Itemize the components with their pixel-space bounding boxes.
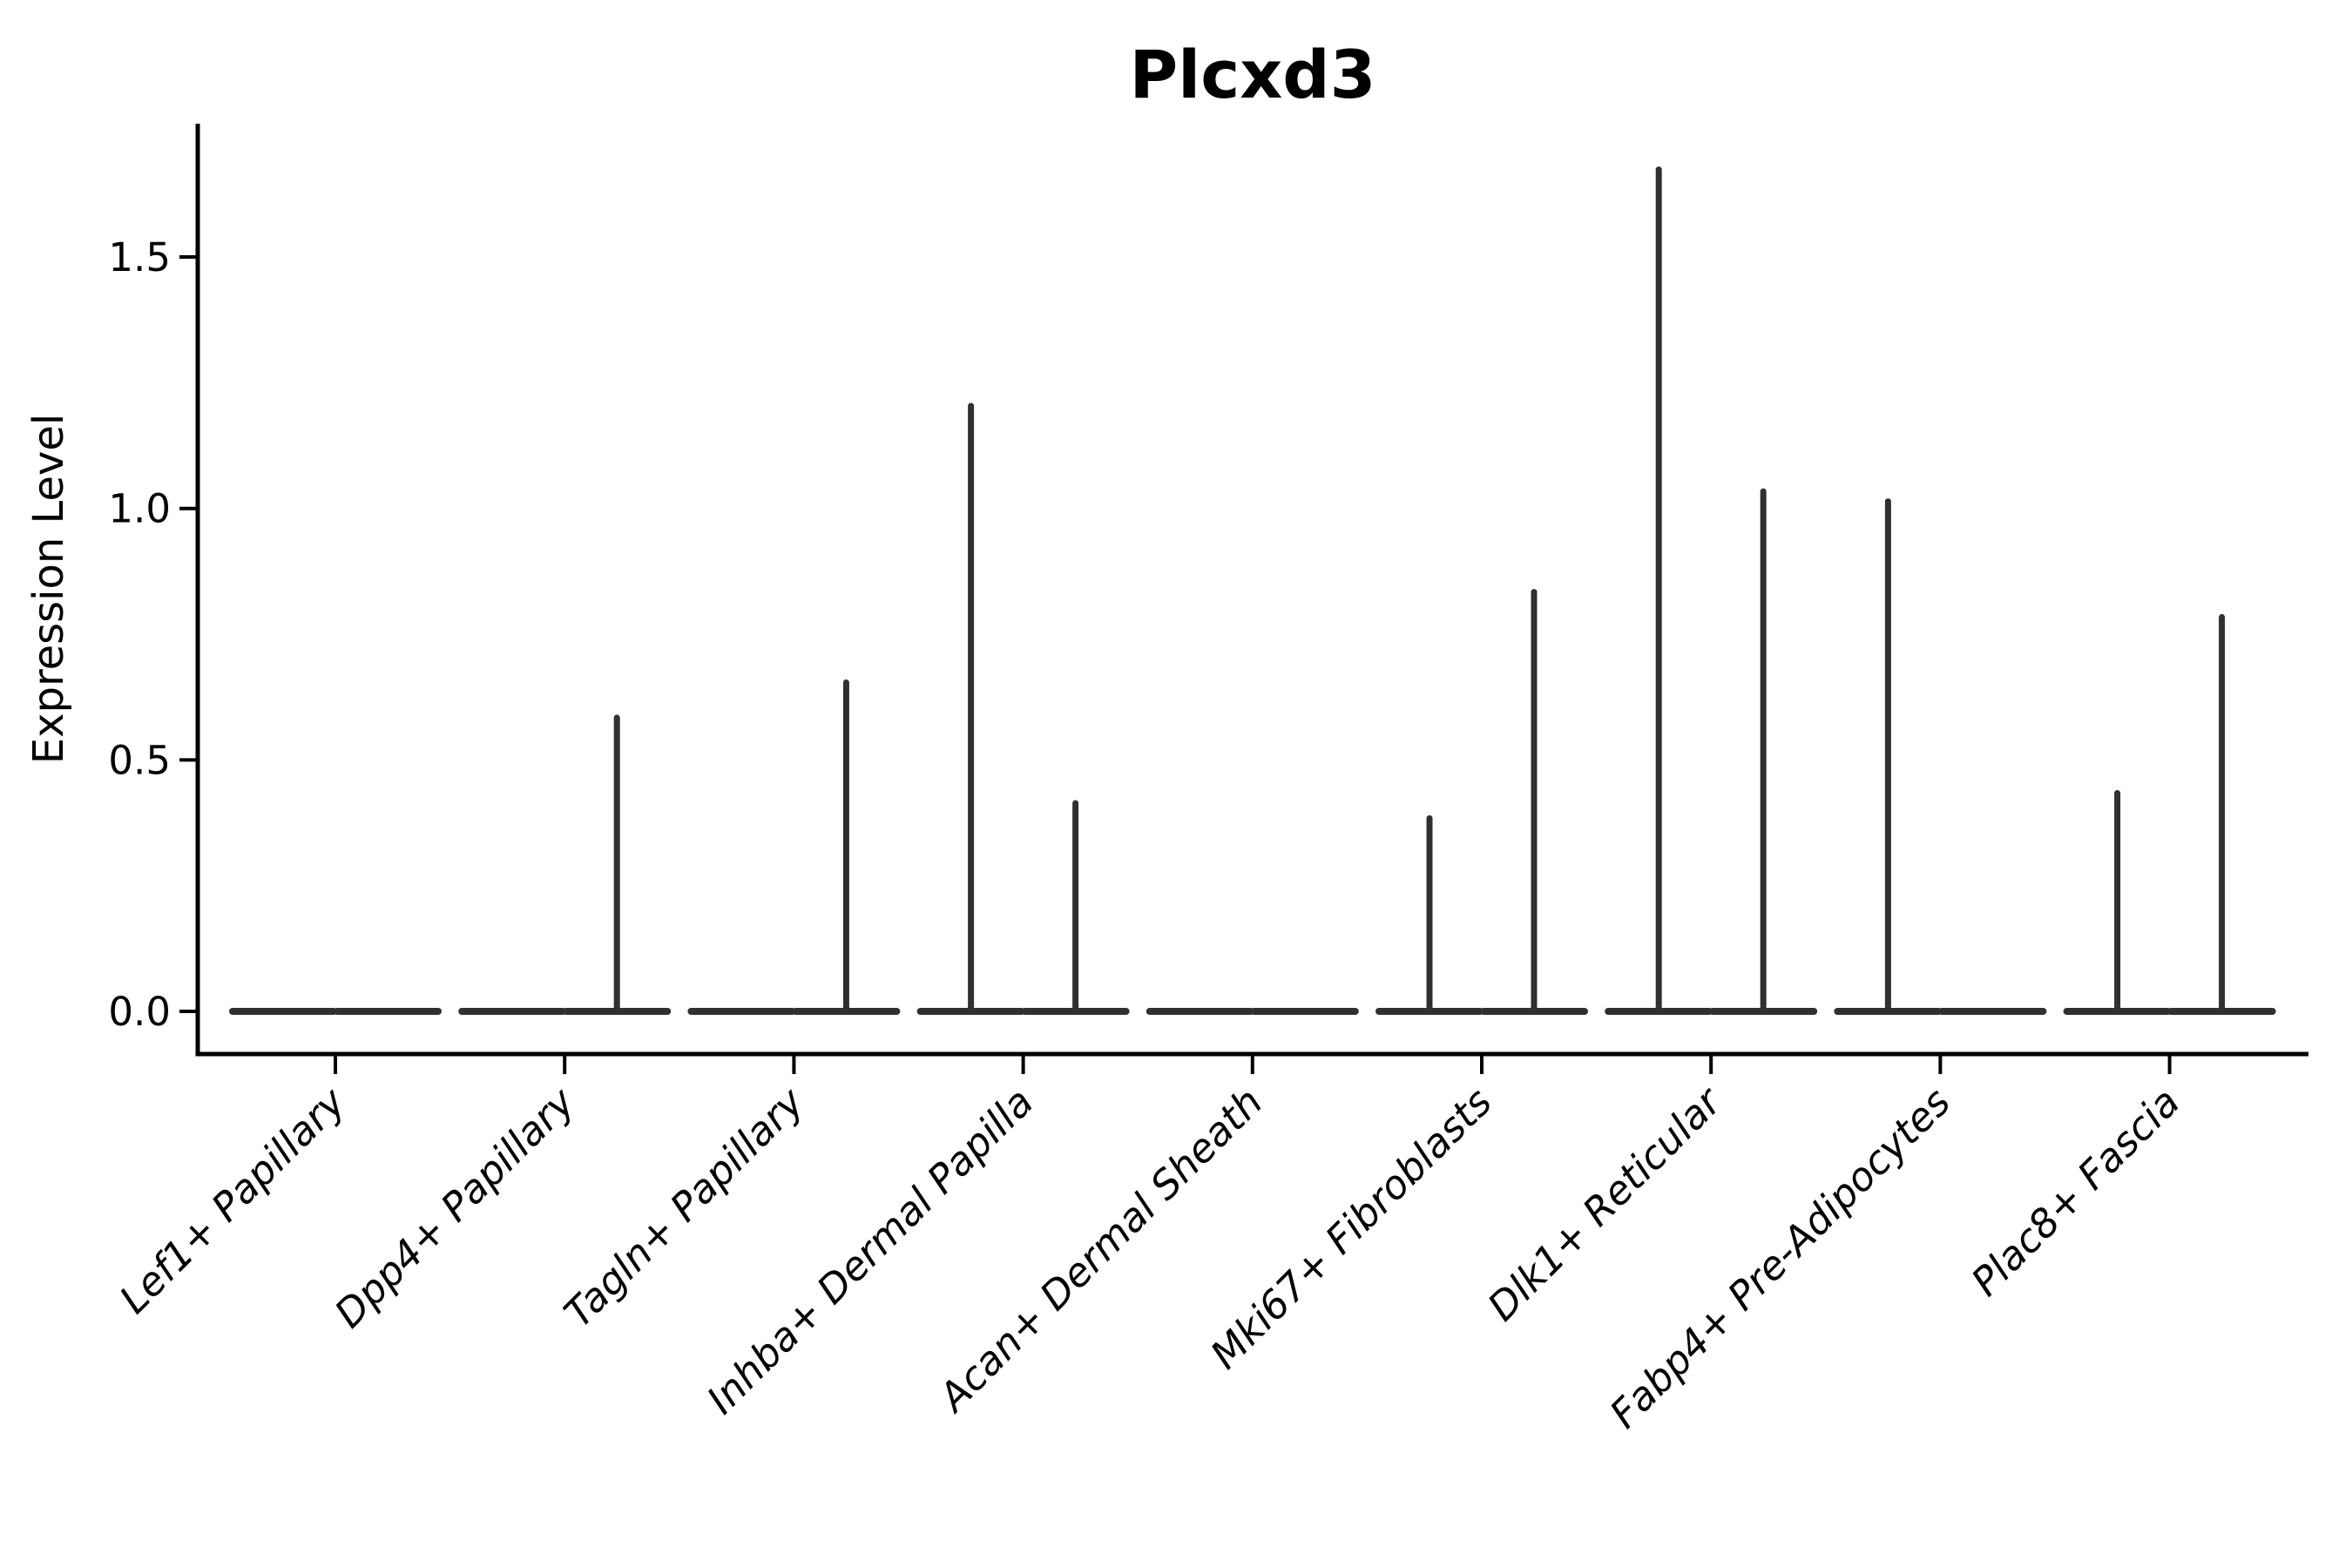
violin-category [458, 714, 672, 1015]
x-tick-label: Dlk1+ Reticular [1479, 1078, 1732, 1330]
violin-category [687, 679, 901, 1015]
violin-category [1605, 166, 1818, 1015]
chart-title: Plcxd3 [1129, 36, 1375, 113]
x-tick-label: Lef1+ Papillary [111, 1078, 355, 1322]
x-tick-label: Tagln+ Papillary [555, 1078, 814, 1336]
y-tick-label: 0.5 [108, 737, 171, 783]
violin-category [1375, 589, 1588, 1015]
y-tick-label: 0.0 [108, 989, 171, 1035]
x-tick-label: Plac8+ Fascia [1963, 1078, 2189, 1305]
y-tick-label: 1.5 [108, 234, 171, 280]
violins-group [229, 166, 2276, 1015]
x-tick-label: Dpp4+ Papillary [326, 1078, 585, 1336]
violin-category [1834, 498, 2047, 1015]
y-axis-title: Expression Level [24, 414, 73, 765]
y-tick-label: 1.0 [108, 486, 171, 532]
violin-category [916, 402, 1130, 1015]
violin-category [2063, 613, 2276, 1015]
